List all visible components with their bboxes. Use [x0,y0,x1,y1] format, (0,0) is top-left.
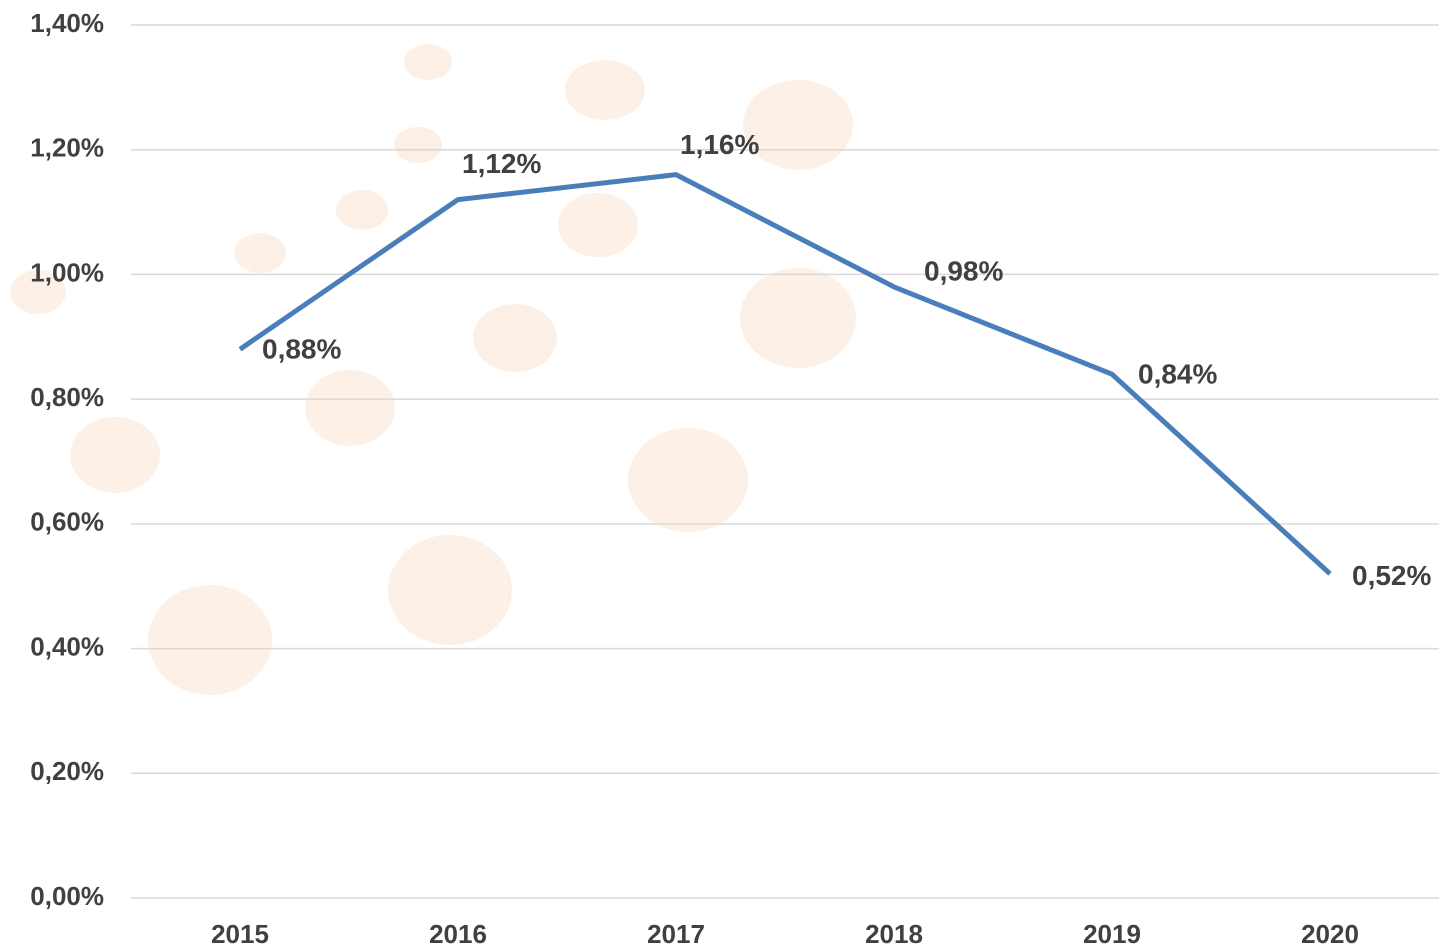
data-label: 0,84% [1138,359,1217,390]
x-tick-label: 2020 [1301,919,1359,949]
data-label: 1,16% [680,129,759,160]
y-tick-label: 0,60% [30,507,104,537]
data-label: 1,12% [462,148,541,179]
x-tick-label: 2015 [211,919,269,949]
y-tick-label: 0,40% [30,631,104,661]
x-tick-label: 2018 [865,919,923,949]
data-label: 0,98% [924,255,1003,286]
y-tick-label: 0,20% [30,756,104,786]
y-tick-label: 1,00% [30,257,104,287]
data-label: 0,52% [1352,560,1431,591]
y-tick-label: 0,00% [30,881,104,911]
y-tick-label: 1,20% [30,133,104,163]
y-tick-label: 0,80% [30,382,104,412]
data-label: 0,88% [262,334,341,365]
x-tick-label: 2017 [647,919,705,949]
x-tick-label: 2016 [429,919,487,949]
x-tick-label: 2019 [1083,919,1141,949]
y-tick-label: 1,40% [30,8,104,38]
chart: 0,00% 0,20% 0,40% 0,60% 0,80% 1,00% 1,20% 1,40%… [0,0,1447,951]
